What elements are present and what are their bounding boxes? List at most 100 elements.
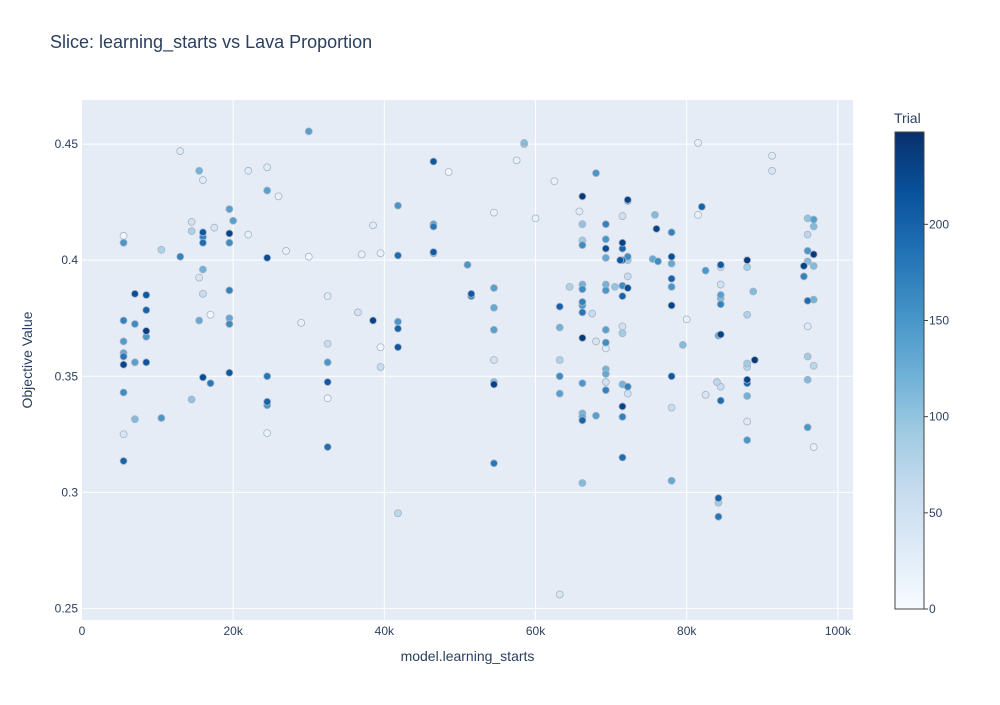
scatter-point [143, 359, 150, 366]
scatter-point [654, 258, 661, 265]
scatter-point [668, 302, 675, 309]
scatter-point [556, 324, 563, 331]
scatter-point [199, 177, 206, 184]
scatter-point [226, 230, 233, 237]
scatter-point [593, 412, 600, 419]
scatter-point [713, 379, 720, 386]
scatter-point [702, 391, 709, 398]
scatter-point [158, 415, 165, 422]
scatter-point [804, 424, 811, 431]
scatter-point [207, 380, 214, 387]
scatter-point [579, 380, 586, 387]
plot-background [82, 100, 853, 620]
x-tick-label: 20k [223, 624, 243, 638]
scatter-point [624, 383, 631, 390]
scatter-point [579, 480, 586, 487]
scatter-point [120, 317, 127, 324]
y-axis-ticks: 0.250.30.350.40.45 [55, 137, 79, 615]
scatter-point [668, 253, 675, 260]
scatter-point [804, 353, 811, 360]
scatter-point [602, 287, 609, 294]
scatter-point [602, 254, 609, 261]
scatter-point [810, 362, 817, 369]
scatter-point [804, 297, 811, 304]
scatter-point [717, 292, 724, 299]
scatter-point [199, 290, 206, 297]
scatter-point [619, 323, 626, 330]
scatter-point [679, 341, 686, 348]
scatter-point [717, 261, 724, 268]
scatter-point [579, 417, 586, 424]
scatter-point [324, 444, 331, 451]
scatter-point [143, 307, 150, 314]
scatter-point [769, 167, 776, 174]
scatter-point [264, 398, 271, 405]
scatter-point [579, 286, 586, 293]
scatter-point [226, 239, 233, 246]
scatter-point [158, 246, 165, 253]
scatter-point [619, 454, 626, 461]
scatter-point [668, 229, 675, 236]
scatter-point [230, 217, 237, 224]
scatter-point [120, 239, 127, 246]
scatter-point [750, 288, 757, 295]
scatter-point [131, 290, 138, 297]
scatter-point [305, 253, 312, 260]
scatter-point [702, 267, 709, 274]
scatter-point [131, 359, 138, 366]
scatter-point [196, 167, 203, 174]
scatter-point [668, 477, 675, 484]
scatter-point [143, 327, 150, 334]
y-tick-label: 0.3 [61, 485, 78, 499]
scatter-point [264, 373, 271, 380]
scatter-point [602, 370, 609, 377]
scatter-point [800, 262, 807, 269]
scatter-point [579, 242, 586, 249]
scatter-point [354, 309, 361, 316]
scatter-point [120, 431, 127, 438]
scatter-point [619, 413, 626, 420]
scatter-point [602, 379, 609, 386]
colorbar-ticks: 0 50 100 150 200 [924, 217, 949, 616]
scatter-point [668, 275, 675, 282]
scatter-point [668, 373, 675, 380]
scatter-point [619, 239, 626, 246]
scatter-point [579, 221, 586, 228]
scatter-point [769, 152, 776, 159]
scatter-point [579, 298, 586, 305]
scatter-point [602, 221, 609, 228]
scatter-point [619, 293, 626, 300]
scatter-point [211, 224, 218, 231]
scatter-point [120, 338, 127, 345]
scatter-point [717, 331, 724, 338]
scatter-point [551, 178, 558, 185]
scatter-point [305, 128, 312, 135]
scatter-point [177, 148, 184, 155]
scatter-point [556, 303, 563, 310]
scatter-point [624, 285, 631, 292]
scatter-point [324, 293, 331, 300]
scatter-point [226, 369, 233, 376]
y-tick-label: 0.4 [61, 253, 78, 267]
scatter-point [532, 215, 539, 222]
x-axis-ticks: 0 20k 40k 60k 80k 100k [79, 624, 852, 638]
scatter-point [556, 390, 563, 397]
colorbar: Trial 050100150200 [894, 110, 949, 616]
scatter-point [744, 311, 751, 318]
scatter-point [468, 290, 475, 297]
scatter-point [744, 418, 751, 425]
scatter-point [744, 257, 751, 264]
scatter-point [490, 209, 497, 216]
scatter-point [717, 397, 724, 404]
scatter-point [576, 208, 583, 215]
scatter-point [196, 274, 203, 281]
scatter-point [602, 236, 609, 243]
scatter-point [377, 344, 384, 351]
scatter-point [177, 253, 184, 260]
x-tick-label: 40k [375, 624, 395, 638]
colorbar-tick-label: 150 [929, 313, 949, 327]
scatter-point [602, 245, 609, 252]
scatter-point [445, 168, 452, 175]
scatter-point [683, 316, 690, 323]
scatter-point [589, 310, 596, 317]
